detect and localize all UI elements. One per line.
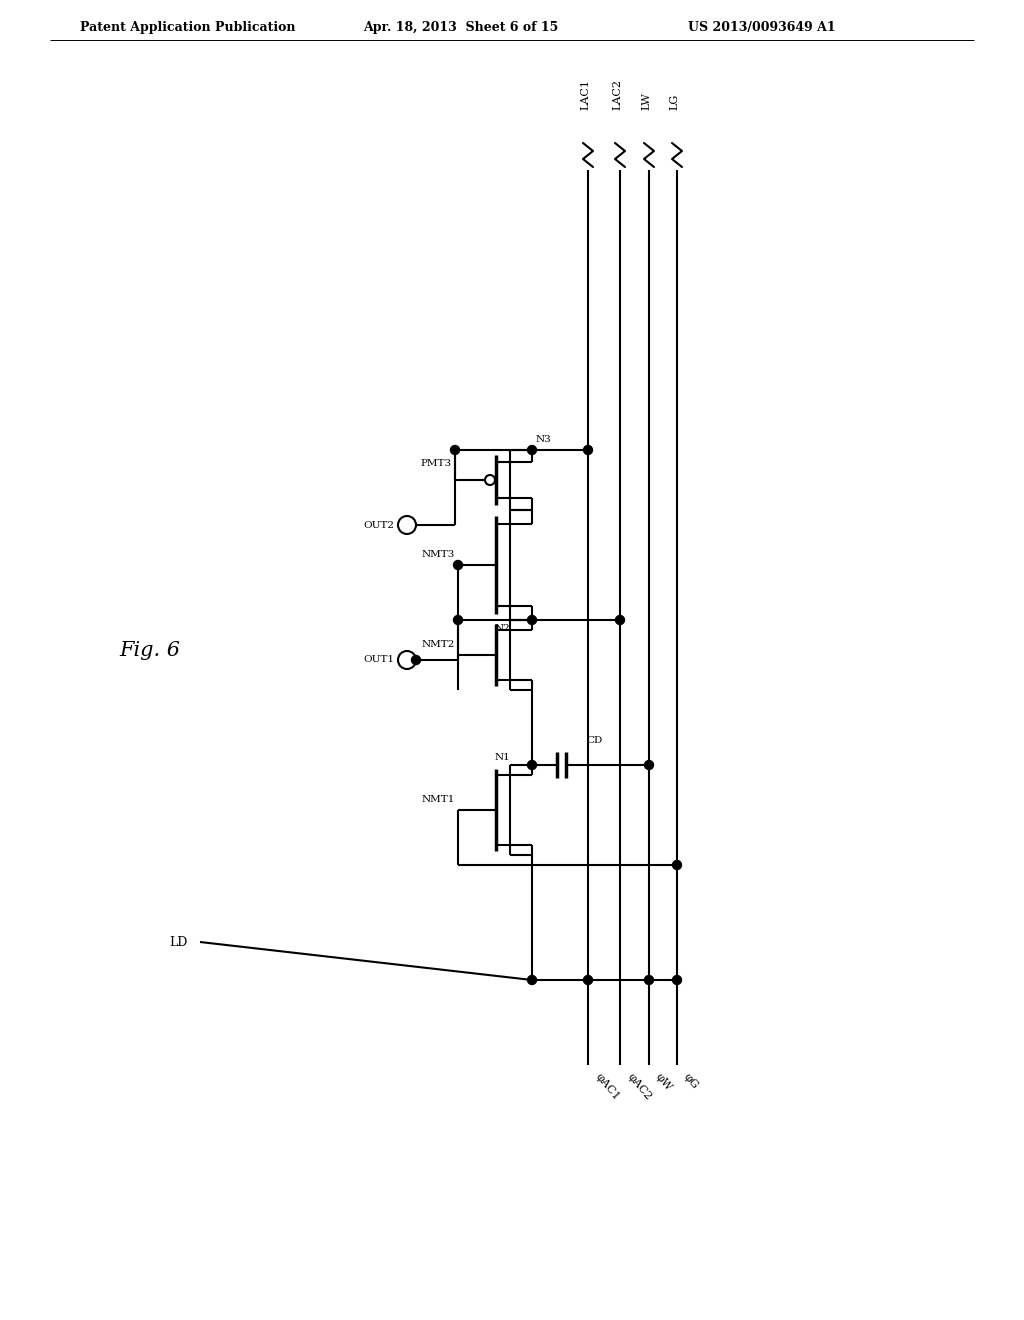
Circle shape (584, 446, 593, 454)
Text: NMT1: NMT1 (422, 795, 455, 804)
Circle shape (454, 561, 463, 569)
Text: Patent Application Publication: Patent Application Publication (80, 21, 296, 34)
Circle shape (527, 760, 537, 770)
Text: US 2013/0093649 A1: US 2013/0093649 A1 (688, 21, 836, 34)
Text: LW: LW (641, 92, 651, 110)
Text: NMT3: NMT3 (422, 550, 455, 558)
Text: OUT2: OUT2 (362, 520, 394, 529)
Circle shape (644, 975, 653, 985)
Circle shape (527, 615, 537, 624)
Text: φAC1: φAC1 (593, 1072, 621, 1102)
Text: LG: LG (669, 94, 679, 110)
Circle shape (451, 446, 460, 454)
Circle shape (584, 975, 593, 985)
Text: N1: N1 (495, 752, 510, 762)
Text: NMT2: NMT2 (422, 640, 455, 649)
Text: N3: N3 (536, 436, 552, 444)
Text: OUT1: OUT1 (362, 656, 394, 664)
Text: LD: LD (170, 936, 188, 949)
Text: φW: φW (654, 1072, 674, 1093)
Text: Apr. 18, 2013  Sheet 6 of 15: Apr. 18, 2013 Sheet 6 of 15 (362, 21, 558, 34)
Circle shape (412, 656, 421, 664)
Text: LAC1: LAC1 (580, 79, 590, 110)
Circle shape (615, 615, 625, 624)
Circle shape (454, 615, 463, 624)
Text: CD: CD (586, 737, 602, 744)
Text: Fig. 6: Fig. 6 (120, 640, 180, 660)
Text: LAC2: LAC2 (612, 79, 622, 110)
Circle shape (527, 975, 537, 985)
Text: φG: φG (682, 1072, 700, 1092)
Circle shape (673, 975, 682, 985)
Circle shape (527, 446, 537, 454)
Text: N2: N2 (495, 624, 510, 634)
Text: φAC2: φAC2 (625, 1072, 653, 1102)
Text: PMT3: PMT3 (421, 459, 452, 469)
Circle shape (673, 861, 682, 870)
Circle shape (644, 760, 653, 770)
